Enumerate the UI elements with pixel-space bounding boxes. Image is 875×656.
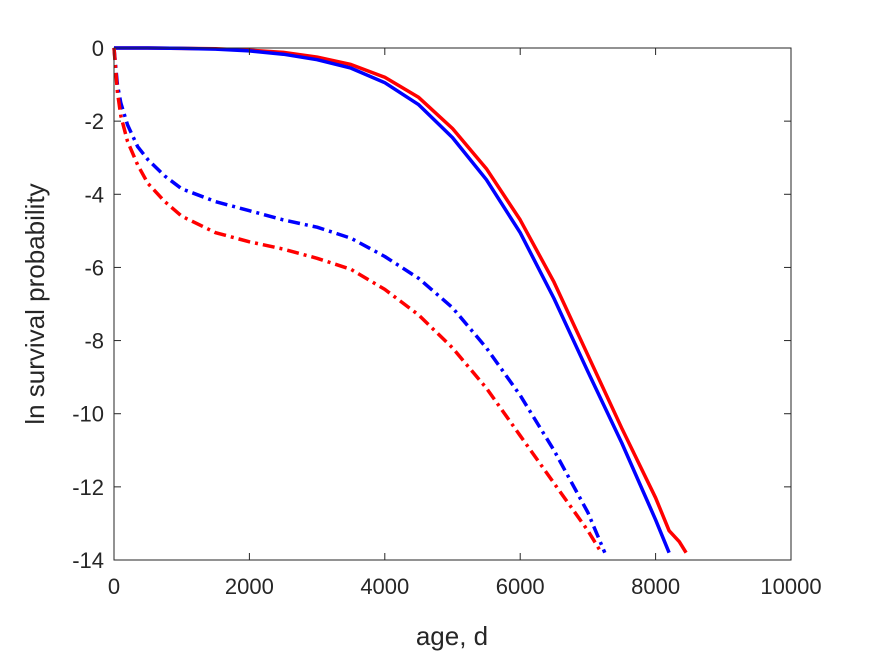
y-tick-label: -4 (84, 182, 104, 207)
x-tick-label: 2000 (225, 574, 274, 599)
y-tick-label: 0 (92, 36, 104, 61)
tick-layer: 0 2000 4000 6000 8000 10000 0 -2 -4 -6 -8 -10 -12 -14 (72, 36, 821, 599)
y-tick-label: -2 (84, 109, 104, 134)
series-line-2 (114, 46, 671, 554)
plot-frame (113, 47, 792, 561)
x-tick-label: 8000 (631, 574, 680, 599)
x-axis-label: age, d (416, 621, 488, 651)
series-layer (112, 46, 688, 554)
y-tick-label: -10 (72, 402, 104, 427)
plot-background (114, 48, 791, 560)
y-axis-label: ln survival probability (20, 183, 50, 424)
y-tick-label: -14 (72, 548, 104, 573)
y-tick-label: -8 (84, 329, 104, 354)
series-line-4 (112, 47, 603, 554)
y-tick-label: -6 (84, 255, 104, 280)
series-line-3 (112, 47, 607, 554)
x-tick-label: 0 (108, 574, 120, 599)
x-tick-label: 4000 (360, 574, 409, 599)
y-tick-label: -12 (72, 475, 104, 500)
x-tick-label: 6000 (496, 574, 545, 599)
x-tick-label: 10000 (760, 574, 821, 599)
